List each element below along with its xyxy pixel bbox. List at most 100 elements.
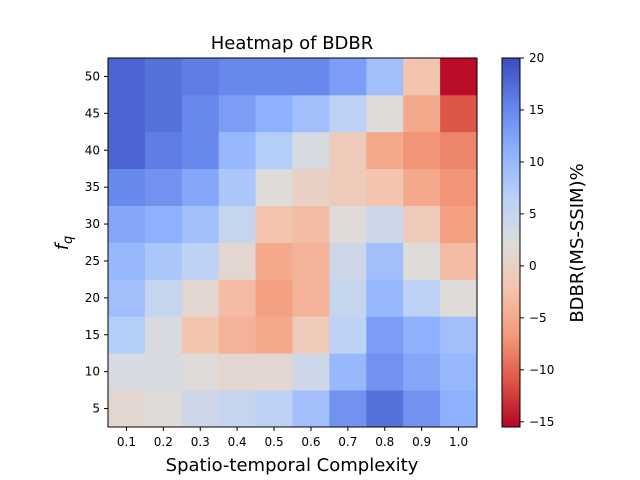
heatmap-cell-35-0.6 [292, 168, 330, 206]
heatmap-cell-50-0.8 [366, 58, 404, 96]
heatmap-cell-30-0.6 [292, 205, 330, 243]
heatmap-cell-40-0.4 [218, 131, 256, 170]
heatmap-cell-40-0.8 [366, 131, 404, 170]
heatmap-cell-50-1.0 [440, 58, 478, 96]
heatmap-cell-15-0.5 [255, 316, 293, 354]
x-tick-label: 0.7 [338, 435, 357, 449]
heatmap-cell-5-0.9 [403, 390, 441, 428]
heatmap-cell-5-0.8 [366, 390, 404, 428]
heatmap-cell-35-0.2 [144, 168, 183, 206]
heatmap-cell-45-0.7 [329, 94, 367, 133]
y-axis-label-sub: q [61, 236, 76, 244]
heatmap-cell-20-0.7 [329, 279, 367, 317]
heatmap-cell-15-0.6 [292, 316, 330, 354]
heatmap-cell-50-0.3 [181, 58, 220, 96]
heatmap-cell-15-0.7 [329, 316, 367, 354]
colorbar-tick-label: 20 [529, 51, 544, 65]
heatmap-cell-15-0.2 [144, 316, 183, 354]
chart-title: Heatmap of BDBR [211, 33, 374, 54]
colorbar-tick-label: −5 [529, 311, 547, 325]
heatmap-cell-25-1.0 [440, 242, 478, 280]
x-tick-label: 0.9 [412, 435, 431, 449]
colorbar-tick-label: −15 [529, 415, 554, 429]
y-tick-label: 15 [85, 328, 100, 342]
heatmap-cell-10-0.1 [108, 353, 146, 391]
y-axis-ticks: 5 10 15 20 25 30 35 40 45 50 [85, 69, 108, 416]
colorbar-tick-label: 15 [529, 103, 544, 117]
colorbar-tick-label: −10 [529, 363, 554, 377]
heatmap-cell-20-0.4 [218, 279, 256, 317]
heatmap-cell-30-0.7 [329, 205, 367, 243]
y-tick-label: 45 [85, 106, 100, 120]
heatmap-cell-20-0.1 [108, 279, 146, 317]
heatmap-cell-40-0.3 [181, 131, 220, 170]
heatmap-cell-5-0.6 [292, 390, 330, 428]
x-tick-label: 0.6 [301, 435, 320, 449]
colorbar-tick-label: 5 [529, 207, 537, 221]
heatmap-cell-10-0.4 [218, 353, 256, 391]
heatmap-cell-25-0.4 [218, 242, 256, 280]
heatmap-cell-45-1.0 [440, 94, 478, 133]
y-tick-label: 40 [85, 143, 100, 157]
heatmap-cell-40-0.9 [403, 131, 441, 170]
heatmap-cell-25-0.6 [292, 242, 330, 280]
heatmap-cell-5-0.1 [108, 390, 146, 428]
colorbar-tick-label: 0 [529, 259, 537, 273]
heatmap-cell-35-1.0 [440, 168, 478, 206]
heatmap-cell-15-1.0 [440, 316, 478, 354]
y-tick-label: 5 [92, 402, 100, 416]
heatmap-cell-40-0.1 [108, 131, 146, 170]
x-axis-label: Spatio-temporal Complexity [166, 455, 419, 476]
y-tick-label: 30 [85, 217, 100, 231]
x-tick-label: 0.4 [228, 435, 247, 449]
colorbar-tick-label: 10 [529, 155, 544, 169]
heatmap-cell-25-0.1 [108, 242, 146, 280]
heatmap-cell-40-1.0 [440, 131, 478, 170]
x-tick-label: 0.1 [117, 435, 136, 449]
heatmap-cell-10-0.7 [329, 353, 367, 391]
y-tick-label: 10 [85, 365, 100, 379]
heatmap-cell-40-0.5 [255, 131, 293, 170]
heatmap-cell-10-1.0 [440, 353, 478, 391]
heatmap-cell-25-0.2 [144, 242, 183, 280]
heatmap-cell-25-0.9 [403, 242, 441, 280]
x-tick-label: 0.5 [265, 435, 284, 449]
y-axis-label: fq [52, 236, 76, 251]
x-tick-label: 1.0 [449, 435, 468, 449]
heatmap-cell-35-0.8 [366, 168, 404, 206]
heatmap-cell-45-0.2 [144, 94, 183, 133]
y-tick-label: 50 [85, 69, 100, 83]
x-axis-ticks: 0.1 0.2 0.3 0.4 0.5 0.6 0.7 0.8 0.9 1.0 [117, 427, 468, 449]
colorbar-label: BDBR(MS-SSIM)% [567, 163, 588, 322]
heatmap-cell-50-0.2 [144, 58, 183, 96]
heatmap-cell-5-0.2 [144, 390, 183, 428]
heatmap-cell-50-0.7 [329, 58, 367, 96]
heatmap-cell-50-0.4 [218, 58, 256, 96]
x-tick-label: 0.2 [154, 435, 173, 449]
heatmap-cell-20-1.0 [440, 279, 478, 317]
heatmap-cell-30-0.3 [181, 205, 220, 243]
heatmap-cell-10-0.3 [181, 353, 220, 391]
heatmap-cell-30-1.0 [440, 205, 478, 243]
heatmap-cell-30-0.1 [108, 205, 146, 243]
heatmap-cell-20-0.8 [366, 279, 404, 317]
heatmap-cells [108, 58, 478, 428]
y-tick-label: 20 [85, 291, 100, 305]
heatmap-cell-25-0.5 [255, 242, 293, 280]
heatmap-cell-35-0.3 [181, 168, 220, 206]
heatmap-cell-15-0.8 [366, 316, 404, 354]
heatmap-cell-45-0.5 [255, 94, 293, 133]
heatmap-cell-5-0.3 [181, 390, 220, 428]
heatmap-cell-10-0.8 [366, 353, 404, 391]
heatmap-cell-5-1.0 [440, 390, 478, 428]
heatmap-cell-50-0.9 [403, 58, 441, 96]
heatmap-cell-45-0.8 [366, 94, 404, 133]
heatmap-cell-25-0.3 [181, 242, 220, 280]
heatmap-cell-45-0.4 [218, 94, 256, 133]
heatmap-cell-40-0.2 [144, 131, 183, 170]
heatmap-cell-15-0.9 [403, 316, 441, 354]
heatmap-cell-5-0.4 [218, 390, 256, 428]
colorbar [501, 57, 521, 428]
heatmap-cell-25-0.8 [366, 242, 404, 280]
